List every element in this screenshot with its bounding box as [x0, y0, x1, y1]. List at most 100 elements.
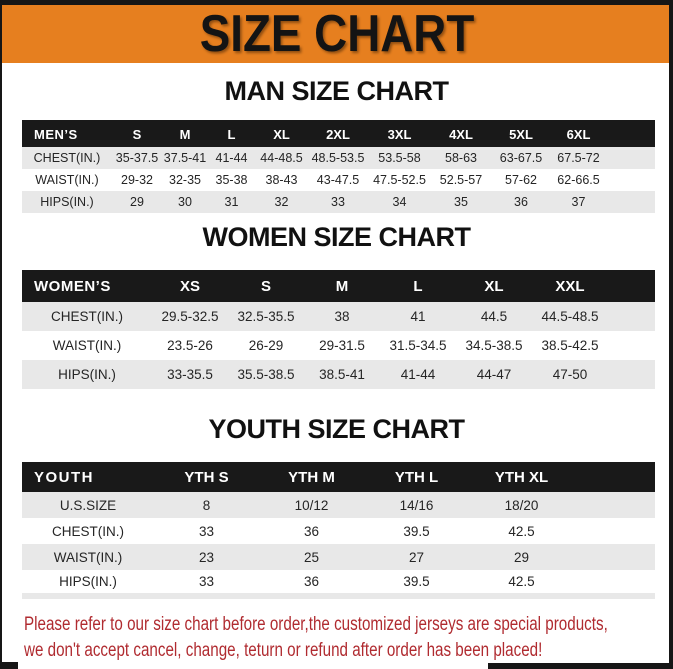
row-label: WAIST(IN.): [22, 544, 154, 570]
size-cell: 58-63: [431, 147, 491, 169]
spacer-cell: [574, 570, 655, 596]
spacer-cell: [608, 360, 655, 389]
size-cell: 47.5-52.5: [368, 169, 431, 191]
size-cell: 39.5: [364, 518, 469, 544]
size-cell: 29-31.5: [304, 331, 380, 360]
youth-section-heading: YOUTH SIZE CHART: [208, 414, 465, 444]
size-cell: 36: [259, 570, 364, 596]
size-cell: 29.5-32.5: [152, 302, 228, 331]
women-hips-row: HIPS(IN.) 33-35.5 35.5-38.5 38.5-41 41-4…: [22, 360, 655, 389]
spacer-cell: [606, 191, 655, 213]
size-cell: 35: [431, 191, 491, 213]
men-size-col-6xl: 6XL: [551, 121, 606, 147]
youth-size-col-xl: YTH XL: [469, 462, 574, 492]
men-size-col-2xl: 2XL: [308, 121, 368, 147]
size-cell: 26-29: [228, 331, 304, 360]
page-title: SIZE CHART: [199, 5, 474, 63]
row-label: CHEST(IN.): [22, 147, 112, 169]
size-cell: 27: [364, 544, 469, 570]
spacer-cell: [574, 492, 655, 518]
size-cell: 34: [368, 191, 431, 213]
size-cell: 33: [154, 518, 259, 544]
size-cell: 32.5-35.5: [228, 302, 304, 331]
youth-hips-row: HIPS(IN.) 33 36 39.5 42.5: [22, 570, 655, 596]
size-cell: 42.5: [469, 518, 574, 544]
top-border-bar: [0, 0, 673, 5]
size-cell: 32: [255, 191, 308, 213]
row-label: CHEST(IN.): [22, 518, 154, 544]
size-cell: 43-47.5: [308, 169, 368, 191]
size-cell: 36: [491, 191, 551, 213]
size-cell: 25: [259, 544, 364, 570]
size-cell: 57-62: [491, 169, 551, 191]
size-cell: 62-66.5: [551, 169, 606, 191]
spacer-cell: [574, 544, 655, 570]
youth-ussize-row: U.S.SIZE 8 10/12 14/16 18/20: [22, 492, 655, 518]
spacer-cell: [608, 331, 655, 360]
men-size-col-s: S: [112, 121, 162, 147]
size-cell: 31.5-34.5: [380, 331, 456, 360]
men-size-col-3xl: 3XL: [368, 121, 431, 147]
footer-line-1: Please refer to our size chart before or…: [24, 614, 608, 635]
size-cell: 39.5: [364, 570, 469, 596]
size-cell: 48.5-53.5: [308, 147, 368, 169]
youth-corner-label: YOUTH: [22, 462, 154, 492]
size-cell: 29: [469, 544, 574, 570]
size-cell: 10/12: [259, 492, 364, 518]
spacer-cell: [606, 169, 655, 191]
size-cell: 37: [551, 191, 606, 213]
size-cell: 38-43: [255, 169, 308, 191]
women-size-col-xl: XL: [456, 270, 532, 302]
women-size-col-l: L: [380, 270, 456, 302]
men-size-col-l: L: [208, 121, 255, 147]
men-hips-row: HIPS(IN.) 29 30 31 32 33 34 35 36 37: [22, 191, 655, 213]
bottom-right-border-bar: [488, 663, 673, 669]
women-header-row: WOMEN’S XS S M L XL XXL: [22, 270, 655, 302]
size-cell: 8: [154, 492, 259, 518]
size-cell: 44-48.5: [255, 147, 308, 169]
size-cell: 47-50: [532, 360, 608, 389]
size-cell: 38.5-42.5: [532, 331, 608, 360]
size-cell: 52.5-57: [431, 169, 491, 191]
row-label: WAIST(IN.): [22, 331, 152, 360]
size-cell: 35.5-38.5: [228, 360, 304, 389]
row-label: U.S.SIZE: [22, 492, 154, 518]
size-cell: 29-32: [112, 169, 162, 191]
women-size-col-xs: XS: [152, 270, 228, 302]
size-cell: 42.5: [469, 570, 574, 596]
row-label: HIPS(IN.): [22, 360, 152, 389]
size-cell: 33: [154, 570, 259, 596]
spacer-cell: [608, 270, 655, 302]
youth-waist-row: WAIST(IN.) 23 25 27 29: [22, 544, 655, 570]
row-label: HIPS(IN.): [22, 570, 154, 596]
size-cell: 44-47: [456, 360, 532, 389]
size-cell: 32-35: [162, 169, 208, 191]
spacer-cell: [574, 462, 655, 492]
row-label: HIPS(IN.): [22, 191, 112, 213]
women-size-col-m: M: [304, 270, 380, 302]
size-cell: 35-37.5: [112, 147, 162, 169]
men-corner-label: MEN’S: [22, 121, 112, 147]
women-waist-row: WAIST(IN.) 23.5-26 26-29 29-31.5 31.5-34…: [22, 331, 655, 360]
size-cell: 38: [304, 302, 380, 331]
youth-size-col-l: YTH L: [364, 462, 469, 492]
size-cell: 41-44: [380, 360, 456, 389]
title-banner: SIZE CHART: [0, 5, 673, 63]
size-cell: 31: [208, 191, 255, 213]
size-cell: 38.5-41: [304, 360, 380, 389]
women-chest-row: CHEST(IN.) 29.5-32.5 32.5-35.5 38 41 44.…: [22, 302, 655, 331]
women-section-heading: WOMEN SIZE CHART: [202, 222, 472, 252]
youth-size-col-m: YTH M: [259, 462, 364, 492]
size-cell: 53.5-58: [368, 147, 431, 169]
spacer-cell: [608, 302, 655, 331]
footer-note: Please refer to our size chart before or…: [24, 612, 673, 664]
size-cell: 63-67.5: [491, 147, 551, 169]
row-label: CHEST(IN.): [22, 302, 152, 331]
spacer-cell: [606, 147, 655, 169]
youth-size-table: YOUTH YTH S YTH M YTH L YTH XL U.S.SIZE …: [22, 462, 655, 599]
right-border-bar: [669, 0, 673, 669]
women-corner-label: WOMEN’S: [22, 270, 152, 302]
men-size-col-xl: XL: [255, 121, 308, 147]
women-size-col-xxl: XXL: [532, 270, 608, 302]
men-size-col-5xl: 5XL: [491, 121, 551, 147]
